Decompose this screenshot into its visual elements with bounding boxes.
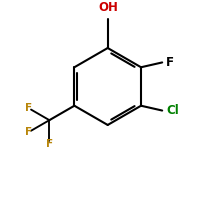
Text: F: F [166, 56, 174, 69]
Text: Cl: Cl [166, 104, 179, 117]
Text: OH: OH [99, 1, 119, 14]
Text: F: F [25, 127, 32, 137]
Text: F: F [46, 139, 53, 149]
Text: F: F [25, 103, 32, 113]
